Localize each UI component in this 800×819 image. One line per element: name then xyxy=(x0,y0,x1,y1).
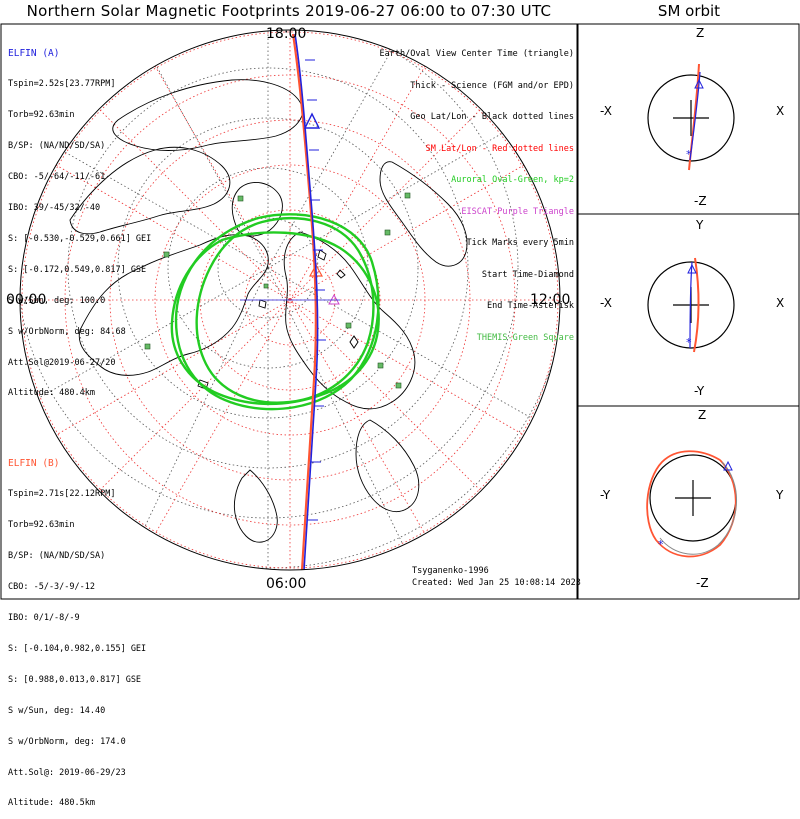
themis-station xyxy=(345,322,352,329)
elfin-b-line: S w/OrbNorm, deg: 174.0 xyxy=(8,736,126,747)
main-title: Northern Solar Magnetic Footprints 2019-… xyxy=(26,2,552,20)
elfin-a-line: S w/Sun, deg: 100.0 xyxy=(8,295,106,306)
legend-entry: THEMIS-Green Square xyxy=(476,332,574,343)
svg-text:*: * xyxy=(686,148,692,161)
legend-entry: EISCAT-Purple Triangle xyxy=(461,206,574,217)
auroral-ovals xyxy=(170,213,380,411)
orbit2-top-label: Y xyxy=(696,218,704,232)
svg-text:*: * xyxy=(658,538,664,551)
figure-canvas: * * * xyxy=(0,23,800,600)
elfin-b-name: ELFIN (B) xyxy=(8,457,60,469)
elfin-b-line: CBO: -5/-3/-9/-12 xyxy=(8,582,95,593)
elfin-a-line: Altitude: 480.4km xyxy=(8,388,95,399)
elfin-b-line: S w/Sun, deg: 14.40 xyxy=(8,705,106,716)
themis-station xyxy=(377,362,384,369)
elfin-b-info: ELFIN (B) Tspin=2.71s[22.12RPM] Torb=92.… xyxy=(8,438,146,819)
orbit3-left-label: -Y xyxy=(600,488,611,502)
themis-station xyxy=(395,382,402,389)
legend: Earth/Oval View Center Time (triangle) T… xyxy=(380,28,574,354)
polar-boundary xyxy=(19,29,561,571)
orbit-panel-frame-3 xyxy=(577,405,800,600)
elfin-b-line: Altitude: 480.5km xyxy=(8,798,95,809)
tick-marks xyxy=(305,59,326,521)
orbit3-bottom-label: -Z xyxy=(696,576,709,590)
time-label-left: 00:00 xyxy=(6,292,47,308)
elfin-b-line: Tspin=2.71s[22.12RPM] xyxy=(8,489,116,500)
legend-entry: Auroral Oval-Green, kp=2 xyxy=(451,175,574,185)
orbit2-left-label: -X xyxy=(600,296,612,310)
elfin-b-line: Torb=92.63min xyxy=(8,520,75,531)
orbit1-top-label: Z xyxy=(696,26,705,40)
elfin-b-line: S: [-0.104,0.982,0.155] GEI xyxy=(8,643,147,654)
elfin-a-info: ELFIN (A) Tspin=2.52s[23.77RPM] Torb=92.… xyxy=(8,28,151,409)
elfin-a-name: ELFIN (A) xyxy=(8,47,60,59)
elfin-a-line: Tspin=2.52s[23.77RPM] xyxy=(8,79,116,90)
time-label-top: 18:00 xyxy=(266,26,307,42)
orbit3-top-label: Z xyxy=(698,408,707,422)
time-label-bottom: 06:00 xyxy=(266,576,307,592)
elfin-a-line: IBO: 39/-45/32/-40 xyxy=(8,203,101,214)
model-label: Tsyganenko-1996 xyxy=(412,566,489,576)
legend-entry: SM Lat/Lon - Red dotted lines xyxy=(425,143,574,154)
coastlines xyxy=(69,79,468,543)
legend-entry: Earth/Oval View Center Time (triangle) xyxy=(379,49,574,59)
elfin-a-line: CBO: -5/-64/-11/-61 xyxy=(8,172,106,183)
legend-entry: Thick - Science (FGM and/or EPD) xyxy=(410,80,574,91)
themis-station xyxy=(384,229,391,236)
orbit-panel-yz: * xyxy=(646,450,738,558)
orbit-panel-xy: * xyxy=(647,257,735,353)
legend-entry: Geo Lat/Lon - Black dotted lines xyxy=(410,112,574,122)
elfin-b-line: B/SP: (NA/ND/SD/SA) xyxy=(8,551,106,562)
orbit-panel-frame-2 xyxy=(577,213,800,407)
orbit1-right-label: X xyxy=(776,104,785,118)
elfin-a-line: Att.Sol@2019-06-27/20 xyxy=(8,357,116,368)
start-diamond xyxy=(349,335,359,349)
orbit-title: SM orbit xyxy=(657,2,721,20)
themis-station xyxy=(144,343,151,350)
themis-station xyxy=(404,192,411,199)
created-label: Created: Wed Jan 25 10:08:14 2023 xyxy=(412,578,581,588)
themis-station xyxy=(263,283,269,289)
orbit-panel-frame-1 xyxy=(577,23,800,215)
themis-station xyxy=(163,251,170,258)
elfin-b-line: IBO: 0/1/-8/-9 xyxy=(8,613,80,624)
elfin-b-line: Att.Sol@: 2019-06-29/23 xyxy=(8,767,126,778)
orbit2-right-label: X xyxy=(776,296,785,310)
elfin-a-line: Torb=92.63min xyxy=(8,110,75,121)
orbit1-left-label: -X xyxy=(600,104,612,118)
elfin-a-track xyxy=(294,33,359,570)
svg-text:*: * xyxy=(686,336,692,349)
legend-entry: Start Time-Diamond xyxy=(481,269,574,280)
elfin-a-line: B/SP: (NA/ND/SD/SA) xyxy=(8,141,106,152)
orbit2-bottom-label: -Y xyxy=(694,384,705,398)
elfin-b-line: S: [0.988,0.013,0.817] GSE xyxy=(8,674,142,685)
themis-stations xyxy=(144,192,411,389)
elfin-a-line: S: [-0.530,-0.529,0.661] GEI xyxy=(8,233,152,244)
polar-frame xyxy=(0,23,578,600)
orbit3-right-label: Y xyxy=(776,488,784,502)
themis-station xyxy=(237,195,244,202)
elfin-a-line: S w/OrbNorm, deg: 84.68 xyxy=(8,326,126,337)
eiscat-triangle xyxy=(328,293,340,305)
elfin-a-center-triangle xyxy=(303,112,321,129)
legend-entry: End Time-Asterisk xyxy=(487,301,574,311)
legend-entry: Tick Marks every 5min xyxy=(466,238,574,248)
orbit-panel-xz: * xyxy=(647,63,735,171)
orbit1-bottom-label: -Z xyxy=(694,194,707,208)
time-label-right: 12:00 xyxy=(530,292,571,308)
elfin-a-line: S: [-0.172,0.549,0.817] GSE xyxy=(8,264,147,275)
